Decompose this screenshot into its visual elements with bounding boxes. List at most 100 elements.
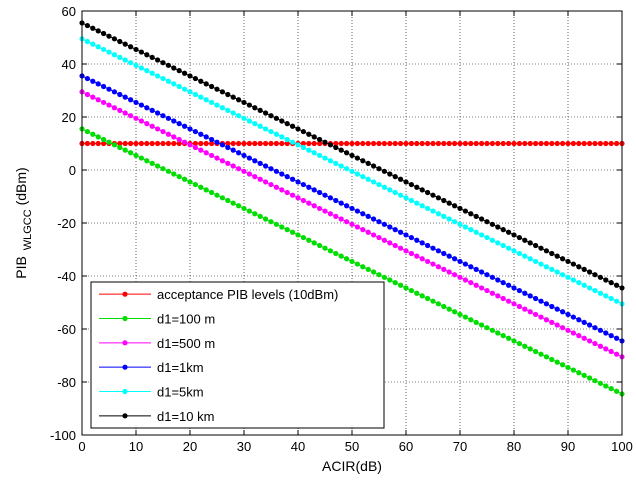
data-point bbox=[171, 118, 177, 124]
data-point bbox=[160, 60, 166, 66]
data-point bbox=[506, 229, 512, 235]
data-point bbox=[527, 240, 533, 246]
data-point bbox=[452, 309, 458, 315]
data-point bbox=[387, 224, 393, 230]
legend-label: acceptance PIB levels (10dBm) bbox=[157, 287, 338, 302]
data-point bbox=[592, 272, 598, 278]
data-point bbox=[209, 189, 215, 196]
data-point bbox=[95, 140, 101, 147]
data-point bbox=[138, 118, 144, 124]
data-point bbox=[457, 140, 463, 147]
data-point bbox=[306, 140, 312, 147]
data-point bbox=[317, 205, 323, 212]
data-point bbox=[241, 99, 247, 106]
x-tick-label: 80 bbox=[507, 439, 521, 454]
data-point bbox=[516, 340, 523, 347]
data-point bbox=[511, 285, 517, 291]
legend-label: d1=500 m bbox=[157, 336, 215, 351]
data-point bbox=[419, 240, 425, 246]
data-point bbox=[533, 295, 539, 302]
data-point bbox=[533, 140, 539, 147]
data-point bbox=[565, 364, 571, 371]
data-point bbox=[187, 142, 193, 148]
data-point bbox=[192, 140, 198, 147]
data-point bbox=[182, 70, 188, 76]
data-point bbox=[538, 298, 544, 304]
data-point bbox=[554, 253, 560, 259]
data-point bbox=[462, 140, 468, 147]
y-axis-label-unit: (dBm) bbox=[13, 167, 29, 205]
data-point bbox=[338, 147, 344, 153]
data-point bbox=[587, 269, 593, 275]
data-point bbox=[192, 91, 198, 98]
data-point bbox=[111, 36, 117, 42]
data-point bbox=[203, 140, 209, 147]
data-point bbox=[468, 227, 474, 233]
data-point bbox=[522, 290, 528, 296]
data-point bbox=[365, 176, 371, 182]
data-point bbox=[408, 140, 414, 147]
data-point bbox=[203, 81, 209, 87]
data-point bbox=[468, 317, 474, 323]
data-point bbox=[398, 176, 404, 182]
data-point bbox=[122, 57, 128, 63]
data-point bbox=[354, 224, 360, 230]
data-point bbox=[284, 140, 290, 147]
data-point bbox=[549, 303, 555, 310]
data-point bbox=[392, 189, 398, 196]
data-point bbox=[576, 264, 582, 270]
data-point bbox=[209, 99, 215, 106]
data-point bbox=[603, 293, 609, 299]
data-point bbox=[225, 197, 231, 204]
data-point bbox=[570, 277, 577, 283]
data-point bbox=[425, 140, 431, 147]
data-point bbox=[225, 140, 231, 147]
data-point bbox=[419, 187, 425, 193]
data-point bbox=[452, 272, 458, 278]
data-point bbox=[155, 110, 161, 116]
data-point bbox=[344, 140, 350, 147]
data-point bbox=[144, 140, 150, 147]
data-point bbox=[295, 179, 301, 185]
data-point bbox=[441, 197, 447, 204]
data-point bbox=[484, 140, 490, 147]
data-point bbox=[279, 140, 285, 147]
data-point bbox=[117, 91, 123, 98]
data-point bbox=[322, 192, 328, 198]
data-point bbox=[403, 140, 409, 147]
data-point bbox=[311, 203, 317, 209]
data-point bbox=[581, 140, 587, 147]
data-point bbox=[300, 128, 306, 135]
data-point bbox=[133, 152, 139, 159]
data-point bbox=[333, 160, 339, 166]
data-point bbox=[241, 168, 247, 174]
data-point bbox=[533, 242, 539, 249]
data-point bbox=[570, 314, 577, 320]
data-point bbox=[225, 144, 231, 151]
data-point bbox=[538, 245, 544, 251]
data-point bbox=[349, 168, 355, 174]
data-point bbox=[252, 121, 258, 127]
data-point bbox=[473, 140, 479, 147]
data-point bbox=[419, 203, 425, 209]
data-point bbox=[106, 49, 112, 55]
data-point bbox=[273, 131, 279, 137]
series-2 bbox=[79, 89, 625, 360]
data-point bbox=[354, 171, 360, 177]
data-point bbox=[214, 155, 220, 161]
data-point bbox=[516, 303, 523, 310]
data-point bbox=[219, 105, 225, 111]
data-point bbox=[187, 126, 193, 132]
data-point bbox=[198, 94, 204, 100]
x-tick-label: 90 bbox=[561, 439, 575, 454]
data-point bbox=[376, 219, 382, 225]
data-point bbox=[300, 234, 306, 241]
data-point bbox=[273, 140, 279, 147]
data-point bbox=[408, 234, 414, 241]
y-tick-label: 40 bbox=[62, 57, 76, 72]
data-point bbox=[90, 131, 96, 137]
data-point bbox=[365, 213, 371, 219]
data-point bbox=[565, 311, 571, 318]
data-point bbox=[381, 140, 387, 147]
data-point bbox=[446, 306, 452, 312]
